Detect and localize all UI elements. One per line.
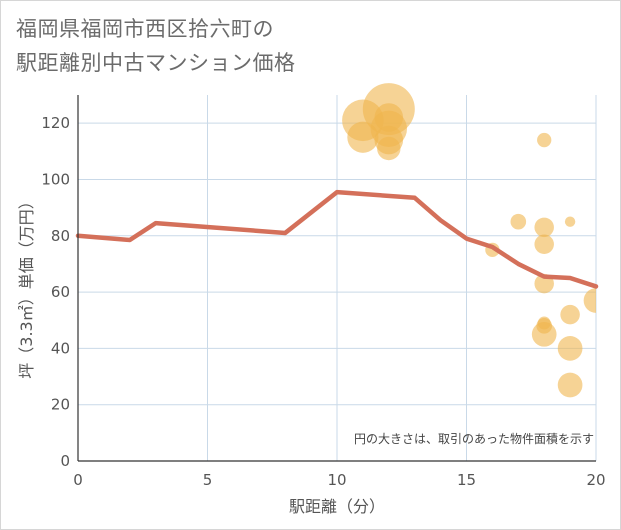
tick-labels: 0 20 40 60 80 100 120 0 5 10 15 20 bbox=[41, 114, 605, 489]
y-tick-label: 80 bbox=[51, 227, 70, 245]
y-tick-label: 40 bbox=[51, 339, 70, 357]
bubble-point bbox=[564, 216, 576, 227]
bubble-point bbox=[583, 288, 596, 313]
bubble-point bbox=[537, 132, 552, 148]
bubble-point bbox=[510, 213, 527, 230]
bubble-point bbox=[531, 321, 557, 347]
y-tick-label: 120 bbox=[41, 114, 70, 132]
y-tick-label: 60 bbox=[51, 283, 70, 301]
y-tick-label: 0 bbox=[60, 452, 70, 470]
bubble-point bbox=[560, 304, 580, 325]
x-tick-label: 15 bbox=[457, 471, 476, 489]
line-series bbox=[75, 189, 599, 289]
axes bbox=[77, 95, 596, 462]
x-tick-label: 5 bbox=[203, 471, 213, 489]
x-tick-label: 10 bbox=[327, 471, 346, 489]
bubble-series bbox=[342, 83, 596, 398]
x-tick-label: 20 bbox=[586, 471, 605, 489]
bubble-point bbox=[534, 217, 554, 238]
y-axis-label: 坪（3.3㎡）単価（万円） bbox=[17, 193, 36, 378]
grid-lines bbox=[78, 95, 597, 461]
x-tick-label: 0 bbox=[73, 471, 83, 489]
bubble-point bbox=[557, 372, 583, 398]
x-axis-label: 駅距離（分） bbox=[289, 497, 385, 516]
chart-title: 福岡県福岡市西区拾六町の 駅距離別中古マンション価格 bbox=[16, 12, 296, 80]
chart-title-line2: 駅距離別中古マンション価格 bbox=[16, 51, 296, 75]
bubble-point bbox=[557, 336, 583, 361]
y-tick-label: 100 bbox=[41, 170, 70, 188]
size-note: 円の大きさは、取引のあった物件面積を示す bbox=[354, 431, 594, 446]
bubble-point bbox=[534, 234, 554, 254]
chart-title-line1: 福岡県福岡市西区拾六町の bbox=[16, 17, 274, 41]
bubble-point bbox=[377, 136, 401, 161]
y-tick-label: 20 bbox=[51, 396, 70, 414]
average-line bbox=[75, 189, 599, 289]
